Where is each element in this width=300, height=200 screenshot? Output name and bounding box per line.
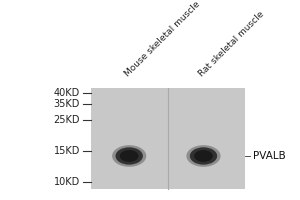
Text: 25KD: 25KD [54, 115, 80, 125]
Text: 35KD: 35KD [54, 99, 80, 109]
Ellipse shape [186, 145, 220, 167]
Ellipse shape [190, 147, 217, 165]
Text: 10KD: 10KD [54, 177, 80, 187]
Ellipse shape [116, 147, 143, 165]
Text: PVALB: PVALB [253, 151, 285, 161]
Text: Mouse skeletal muscle: Mouse skeletal muscle [123, 0, 202, 78]
Ellipse shape [120, 150, 139, 162]
Text: Rat skeletal muscle: Rat skeletal muscle [197, 9, 266, 78]
Text: 40KD: 40KD [54, 88, 80, 98]
Ellipse shape [112, 145, 146, 167]
Ellipse shape [194, 150, 213, 162]
Text: 15KD: 15KD [54, 146, 80, 156]
